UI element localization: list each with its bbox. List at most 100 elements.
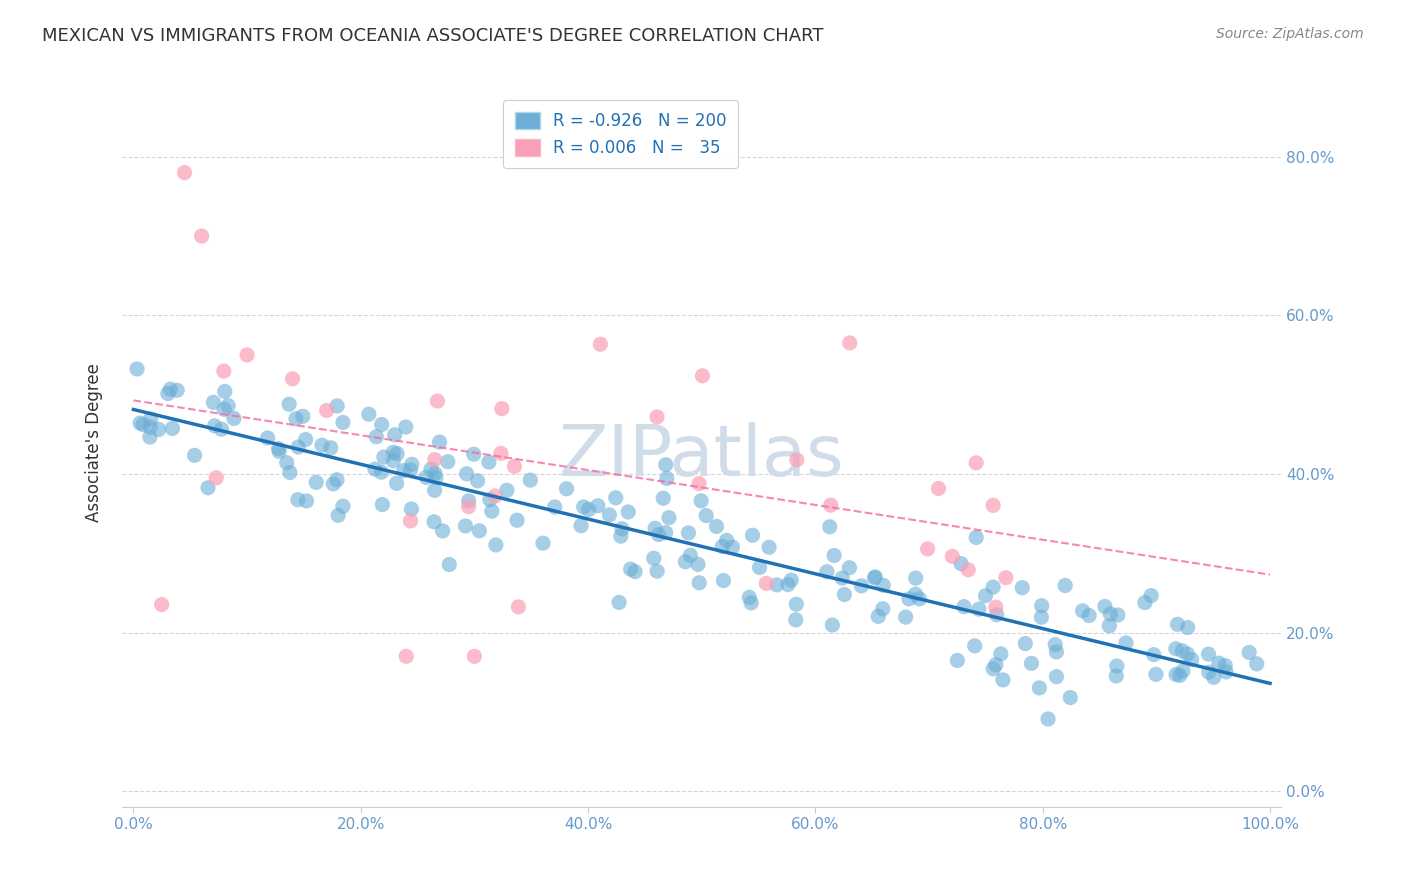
Mexicans [1143, 648, 1166, 662]
Mexicans [326, 399, 349, 413]
Mexicans [429, 435, 451, 450]
Immigrants from Oceania [315, 403, 337, 417]
Mexicans [319, 441, 342, 455]
Mexicans [212, 402, 235, 417]
Mexicans [373, 450, 395, 464]
Immigrants from Oceania [150, 598, 173, 612]
Immigrants from Oceania [688, 476, 710, 491]
Mexicans [457, 493, 479, 508]
Mexicans [1133, 596, 1156, 610]
Mexicans [395, 420, 418, 434]
Immigrants from Oceania [489, 446, 512, 460]
Immigrants from Oceania [426, 394, 449, 409]
Mexicans [831, 571, 853, 585]
Mexicans [139, 420, 162, 434]
Mexicans [984, 657, 1007, 672]
Mexicans [780, 573, 803, 587]
Mexicans [655, 458, 678, 472]
Mexicans [1045, 638, 1067, 652]
Mexicans [332, 416, 354, 430]
Mexicans [644, 521, 666, 535]
Mexicans [1031, 599, 1053, 613]
Immigrants from Oceania [399, 514, 422, 528]
Mexicans [1115, 636, 1137, 650]
Mexicans [166, 384, 188, 398]
Mexicans [578, 502, 600, 516]
Mexicans [328, 508, 350, 523]
Mexicans [1011, 581, 1033, 595]
Immigrants from Oceania [457, 500, 479, 514]
Immigrants from Oceania [212, 364, 235, 378]
Mexicans [256, 431, 278, 445]
Immigrants from Oceania [927, 482, 949, 496]
Mexicans [1198, 647, 1220, 661]
Mexicans [531, 536, 554, 550]
Immigrants from Oceania [786, 453, 808, 467]
Mexicans [495, 483, 517, 498]
Mexicans [555, 482, 578, 496]
Mexicans [1237, 645, 1260, 659]
Mexicans [818, 520, 841, 534]
Mexicans [607, 595, 630, 609]
Legend: R = -0.926   N = 200, R = 0.006   N =   35: R = -0.926 N = 200, R = 0.006 N = 35 [503, 101, 738, 169]
Immigrants from Oceania [965, 456, 987, 470]
Mexicans [991, 673, 1014, 687]
Mexicans [506, 513, 529, 527]
Mexicans [519, 473, 541, 487]
Mexicans [610, 522, 633, 536]
Mexicans [485, 538, 508, 552]
Mexicans [278, 466, 301, 480]
Immigrants from Oceania [395, 649, 418, 664]
Mexicans [695, 508, 717, 523]
Mexicans [1177, 647, 1199, 661]
Mexicans [647, 527, 669, 541]
Mexicans [392, 464, 415, 478]
Mexicans [688, 575, 710, 590]
Mexicans [425, 470, 447, 484]
Mexicans [713, 574, 735, 588]
Mexicans [382, 454, 405, 468]
Mexicans [267, 442, 290, 456]
Mexicans [478, 492, 501, 507]
Mexicans [468, 524, 491, 538]
Mexicans [423, 483, 446, 498]
Mexicans [456, 467, 478, 481]
Mexicans [1045, 670, 1067, 684]
Mexicans [1031, 610, 1053, 624]
Mexicans [894, 610, 917, 624]
Mexicans [332, 500, 354, 514]
Mexicans [287, 492, 309, 507]
Immigrants from Oceania [423, 452, 446, 467]
Mexicans [382, 445, 405, 459]
Mexicans [385, 447, 408, 461]
Mexicans [785, 613, 807, 627]
Mexicans [1071, 604, 1094, 618]
Immigrants from Oceania [173, 165, 195, 179]
Mexicans [963, 639, 986, 653]
Mexicans [904, 571, 927, 585]
Mexicans [162, 421, 184, 435]
Mexicans [439, 558, 461, 572]
Mexicans [1054, 578, 1077, 592]
Mexicans [741, 528, 763, 542]
Mexicans [370, 417, 392, 432]
Mexicans [481, 504, 503, 518]
Immigrants from Oceania [484, 489, 506, 503]
Mexicans [645, 564, 668, 578]
Mexicans [401, 502, 423, 516]
Mexicans [1098, 619, 1121, 633]
Immigrants from Oceania [589, 337, 612, 351]
Mexicans [148, 422, 170, 436]
Mexicans [981, 580, 1004, 594]
Mexicans [478, 455, 501, 469]
Mexicans [222, 411, 245, 425]
Mexicans [851, 579, 873, 593]
Mexicans [990, 647, 1012, 661]
Mexicans [711, 540, 734, 554]
Mexicans [785, 597, 807, 611]
Mexicans [738, 591, 761, 605]
Mexicans [950, 557, 973, 571]
Mexicans [967, 602, 990, 616]
Immigrants from Oceania [205, 471, 228, 485]
Immigrants from Oceania [491, 401, 513, 416]
